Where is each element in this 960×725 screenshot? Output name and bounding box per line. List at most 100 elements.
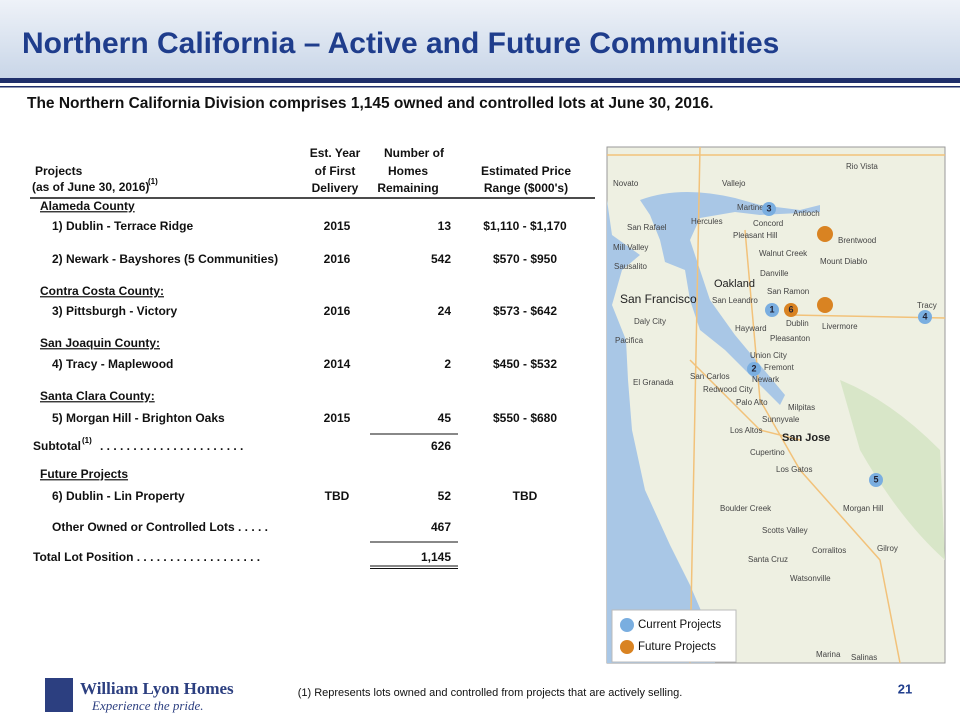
place: Mount Diablo	[820, 257, 868, 266]
place: San Leandro	[712, 296, 758, 305]
subtotal-label: Subtotal	[33, 439, 81, 453]
place: Salinas	[851, 653, 877, 662]
price: $550 - $680	[493, 411, 557, 425]
place: Watsonville	[790, 574, 831, 583]
homes: 626	[431, 439, 451, 453]
roads	[607, 146, 946, 664]
price: TBD	[513, 489, 538, 503]
total-label: Total Lot Position . . . . . . . . . . .…	[33, 550, 260, 564]
project: 1) Dublin - Terrace Ridge	[52, 219, 193, 233]
price: $450 - $532	[493, 357, 557, 371]
project: 5) Morgan Hill - Brighton Oaks	[52, 411, 225, 425]
project: 2) Newark - Bayshores (5 Communities)	[52, 252, 278, 266]
project: 3) Pittsburgh - Victory	[52, 304, 177, 318]
year: 2015	[324, 219, 351, 233]
place: Hercules	[691, 217, 723, 226]
page-number: 21	[898, 681, 912, 696]
footnote: (1) Represents lots owned and controlled…	[298, 687, 683, 699]
marker-label: 6	[788, 304, 793, 314]
place: Cupertino	[750, 448, 785, 457]
bay	[640, 191, 820, 405]
place: Concord	[753, 219, 783, 228]
section: Future Projects	[40, 467, 128, 481]
col-header: Est. Year	[310, 146, 361, 160]
place: Oakland	[714, 278, 755, 290]
homes: 1,145	[421, 550, 451, 564]
year: TBD	[325, 489, 350, 503]
homes: 542	[431, 252, 451, 266]
place: Pacifica	[615, 336, 644, 345]
place: Sausalito	[614, 262, 647, 271]
place: Novato	[613, 179, 639, 188]
legend	[611, 609, 737, 663]
place: San Jose	[782, 432, 830, 444]
logo-mark	[45, 678, 73, 712]
col-header: Remaining	[377, 181, 438, 195]
place: Union City	[750, 351, 787, 360]
legend-swatch	[620, 618, 634, 632]
place: Antioch	[793, 209, 820, 218]
col-header: Projects	[35, 164, 83, 178]
price: $1,110 - $1,170	[483, 219, 567, 233]
place: Corralitos	[812, 546, 846, 555]
homes: 52	[438, 489, 452, 503]
current-marker	[869, 473, 883, 487]
place: El Granada	[633, 378, 674, 387]
place: Pleasanton	[770, 334, 810, 343]
tagline: Experience the pride.	[91, 698, 204, 713]
table: Projects (as of June 30, 2016) (1) Est. …	[30, 146, 595, 569]
col-header: (as of June 30, 2016)	[32, 180, 149, 194]
price: $570 - $950	[493, 252, 557, 266]
current-marker	[747, 362, 761, 376]
legend-label: Current Projects	[638, 619, 721, 631]
place: Palo Alto	[736, 398, 768, 407]
place: Pleasant Hill	[733, 231, 778, 240]
marker-label: 3	[766, 203, 771, 213]
marker-label: 4	[922, 311, 927, 321]
place: Vallejo	[722, 179, 746, 188]
place: San Francisco	[620, 292, 697, 306]
logo: William Lyon Homes	[80, 679, 234, 698]
place: Redwood City	[703, 385, 753, 394]
legend-label: Future Projects	[638, 641, 716, 653]
place: Walnut Creek	[759, 249, 808, 258]
place: Los Altos	[730, 426, 762, 435]
place: Hayward	[735, 324, 767, 333]
note: (1)	[148, 177, 158, 186]
marker-label: 1	[769, 304, 774, 314]
place: Santa Cruz	[748, 555, 788, 564]
year: 2016	[324, 252, 351, 266]
homes: 13	[438, 219, 452, 233]
section: San Joaquin County:	[40, 336, 160, 350]
marker-label: 5	[873, 474, 878, 484]
place: Tracy	[917, 301, 937, 310]
rule	[0, 78, 960, 83]
leader: . . . . . . . . . . . . . . . . . . . . …	[100, 439, 243, 453]
col-header: Delivery	[312, 181, 359, 195]
project: 4) Tracy - Maplewood	[52, 357, 173, 371]
place: Livermore	[822, 322, 858, 331]
place: Milpitas	[788, 403, 815, 412]
hills	[840, 380, 945, 560]
homes: 24	[438, 304, 452, 318]
future-marker	[817, 297, 833, 313]
place: San Carlos	[690, 372, 730, 381]
place: Rio Vista	[846, 162, 878, 171]
place: Gilroy	[877, 544, 898, 553]
project: 6) Dublin - Lin Property	[52, 489, 185, 503]
place: San Rafael	[627, 223, 667, 232]
note: (1)	[82, 436, 92, 445]
place: Danville	[760, 269, 789, 278]
homes: 45	[438, 411, 452, 425]
place: Fremont	[764, 363, 795, 372]
place: Brentwood	[838, 236, 876, 245]
homes: 2	[444, 357, 451, 371]
map: Novato Vallejo Martinez Antioch Concord …	[606, 146, 946, 664]
col-header: Homes	[388, 164, 428, 178]
rule	[0, 86, 960, 88]
subtitle: The Northern California Division compris…	[27, 95, 714, 112]
title-bar	[0, 0, 960, 78]
future-marker	[817, 226, 833, 242]
place: Newark	[752, 375, 780, 384]
